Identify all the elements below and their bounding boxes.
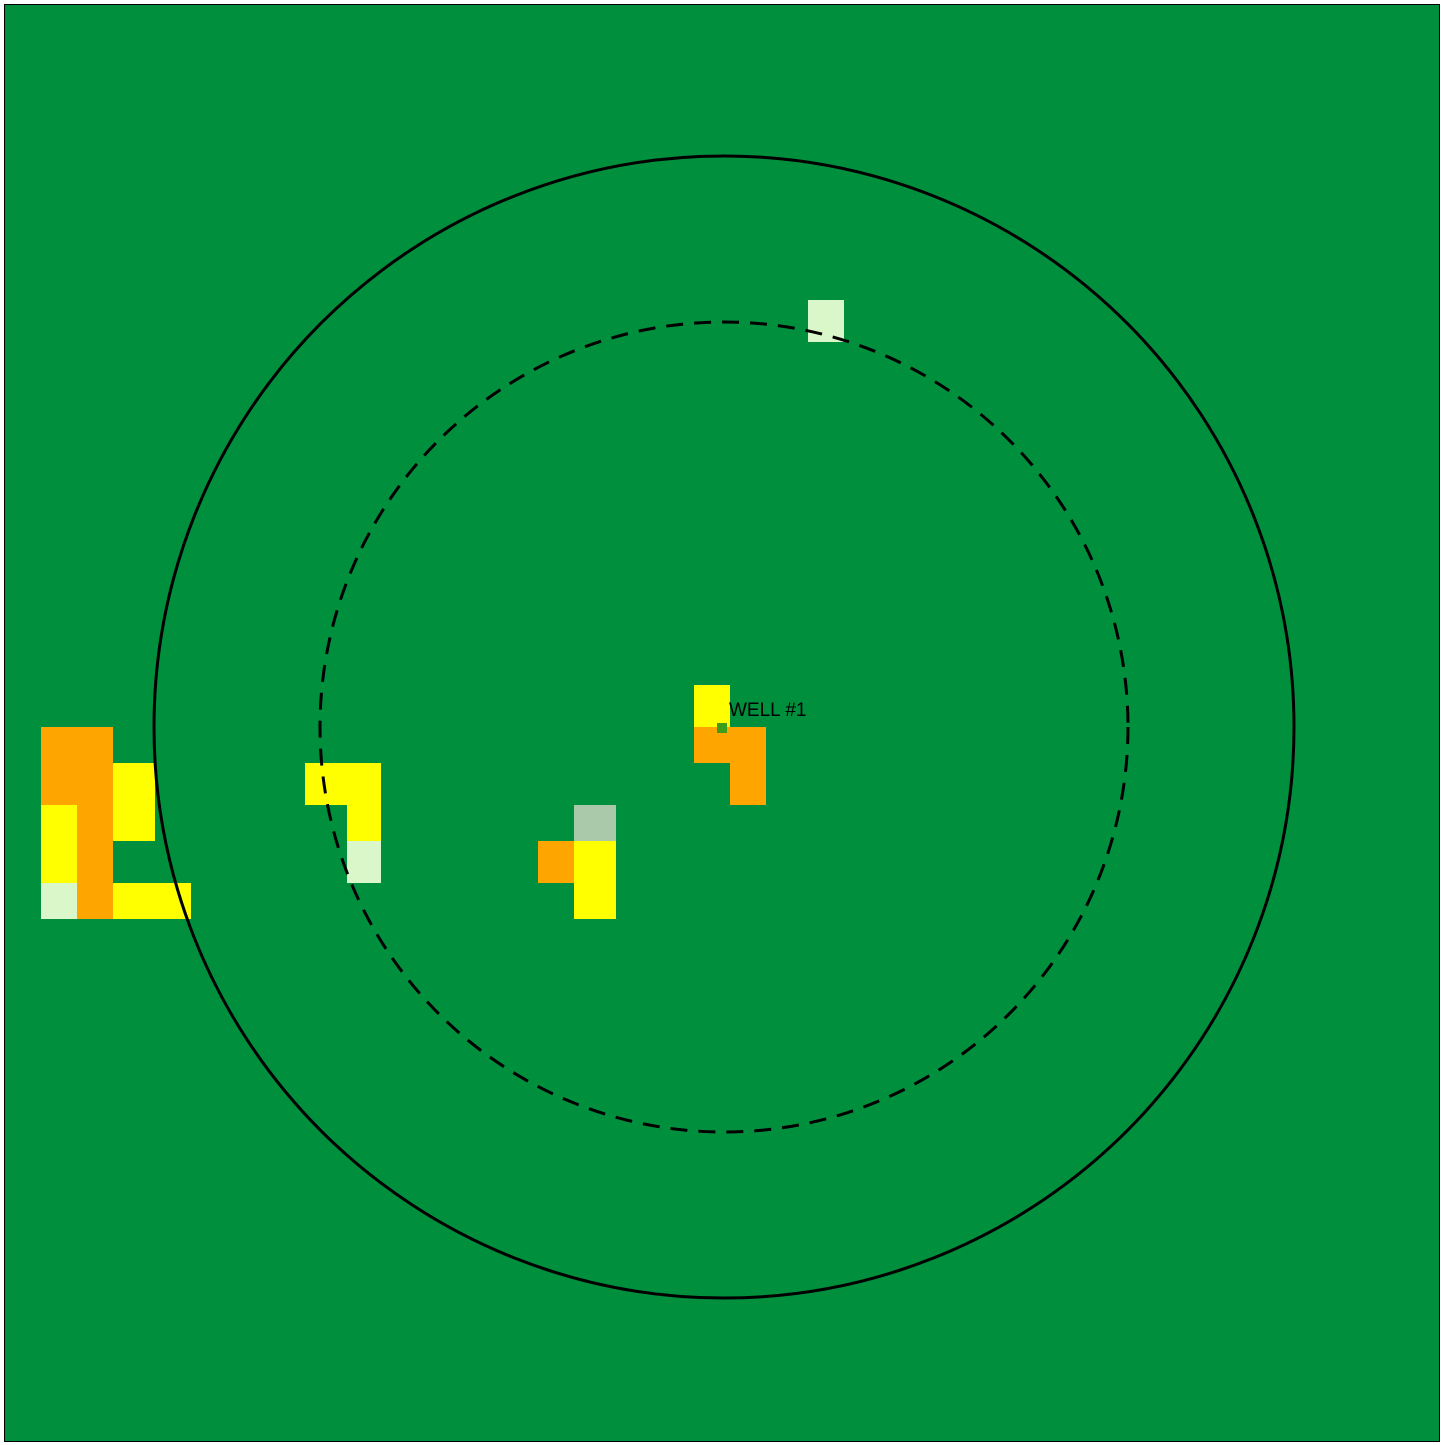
raster-cell [347,841,381,883]
raster-cell [113,883,191,919]
outer-ring [152,154,1296,1300]
well-marker-icon[interactable] [717,723,727,733]
raster-cell [694,727,766,763]
raster-cell [347,805,381,841]
raster-cell [41,805,77,883]
raster-cell [41,727,113,805]
raster-cell [574,841,616,919]
raster-cell [77,805,113,919]
raster-cell [538,841,574,883]
raster-cell [41,883,77,919]
raster-cell [574,805,616,841]
raster-cells [41,300,844,919]
well-label: WELL #1 [729,700,806,721]
inner-ring [318,320,1130,1134]
raster-cell [730,763,766,805]
map-canvas[interactable]: WELL #1 [5,5,1439,1441]
raster-cell [694,685,730,727]
raster-cell [808,300,844,342]
raster-cell [113,763,155,841]
raster-cell [305,763,381,805]
map-frame: WELL #1 [4,4,1440,1442]
